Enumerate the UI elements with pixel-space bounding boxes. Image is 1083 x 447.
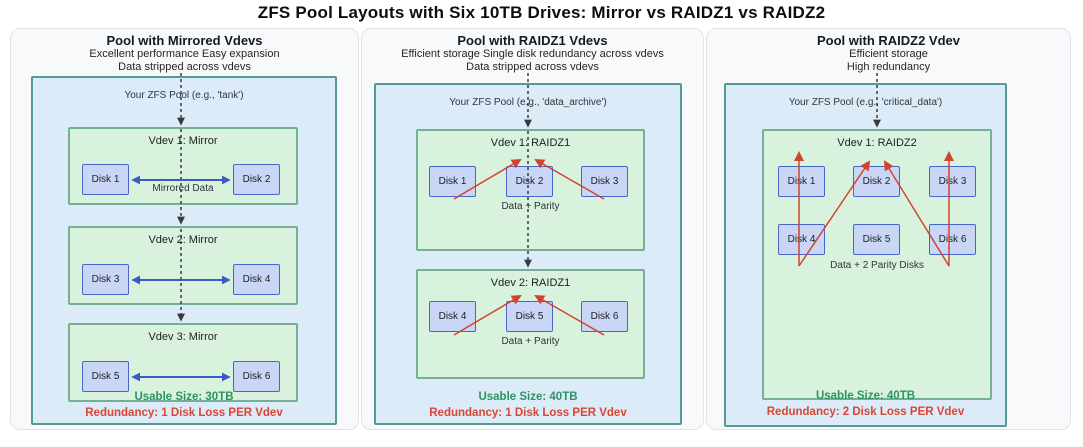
disk-box: Disk 4: [233, 264, 280, 295]
redundancy-label: Redundancy: 1 Disk Loss PER Vdev: [85, 407, 283, 419]
panel-header: Pool with Mirrored Vdevs: [106, 33, 263, 48]
disk-box: Disk 6: [233, 361, 280, 392]
pool-label: Your ZFS Pool (e.g., 'data_archive'): [449, 97, 607, 108]
panel-subtitle: High redundancy: [846, 61, 931, 73]
usable-size-label: Usable Size: 40TB: [478, 391, 578, 403]
redundancy-label: Redundancy: 2 Disk Loss PER Vdev: [766, 406, 965, 418]
disk-box: Disk 3: [929, 166, 976, 197]
disk-box: Disk 5: [853, 224, 900, 255]
panel-header: Pool with RAIDZ1 Vdevs: [457, 33, 608, 48]
disk-box: Disk 3: [82, 264, 129, 295]
panel-header: Pool with RAIDZ2 Vdev: [816, 33, 960, 48]
panel-subtitle: Efficient storage Single disk redundancy…: [401, 48, 664, 60]
vdev-label: Vdev 1: RAIDZ2: [837, 137, 917, 149]
panels-row: Pool with Mirrored Vdevs Excellent perfo…: [10, 28, 1071, 430]
disk-box: Disk 5: [82, 361, 129, 392]
panel-subtitle: Data stripped across vdevs: [118, 61, 251, 73]
disk-box: Disk 5: [506, 301, 553, 332]
disk-box: Disk 4: [429, 301, 476, 332]
panel-mirrored-vdevs: Pool with Mirrored Vdevs Excellent perfo…: [10, 28, 359, 430]
panel-raidz1-vdevs: Pool with RAIDZ1 Vdevs Efficient storage…: [361, 28, 704, 430]
vdev-label: Vdev 1: RAIDZ1: [490, 137, 571, 149]
disk-box: Disk 3: [581, 166, 628, 197]
parity-note: Data + 2 Parity Disks: [830, 260, 924, 271]
vdev-label: Vdev 3: Mirror: [148, 331, 218, 343]
vdev-label: Vdev 2: Mirror: [148, 234, 218, 246]
disk-box: Disk 4: [778, 224, 825, 255]
panel-subtitle: Data stripped across vdevs: [466, 61, 599, 73]
redundancy-label: Redundancy: 1 Disk Loss PER Vdev: [429, 407, 627, 419]
mirror-note: Mirrored Data: [152, 183, 214, 194]
disk-box: Disk 2: [233, 164, 280, 195]
diagram-title: ZFS Pool Layouts with Six 10TB Drives: M…: [257, 3, 826, 22]
disk-box: Disk 1: [82, 164, 129, 195]
usable-size-label: Usable Size: 30TB: [134, 391, 234, 403]
panel-subtitle: Efficient storage: [849, 48, 928, 60]
panel-subtitle: Excellent performance Easy expansion: [89, 48, 280, 60]
usable-size-label: Usable Size: 40TB: [815, 390, 916, 402]
disk-box: Disk 6: [929, 224, 976, 255]
parity-note: Data + Parity: [501, 336, 560, 347]
pool-label: Your ZFS Pool (e.g., 'critical_data'): [788, 97, 943, 108]
vdev-label: Vdev 1: Mirror: [148, 135, 218, 147]
pool-label: Your ZFS Pool (e.g., 'tank'): [124, 90, 244, 101]
vdev-label: Vdev 2: RAIDZ1: [490, 277, 571, 289]
panel-raidz2-vdev: Pool with RAIDZ2 Vdev Efficient storage …: [706, 28, 1071, 430]
disk-box: Disk 2: [853, 166, 900, 197]
disk-box: Disk 1: [429, 166, 476, 197]
disk-box: Disk 2: [506, 166, 553, 197]
parity-note: Data + Parity: [501, 201, 560, 212]
disk-box: Disk 1: [778, 166, 825, 197]
disk-box: Disk 6: [581, 301, 628, 332]
